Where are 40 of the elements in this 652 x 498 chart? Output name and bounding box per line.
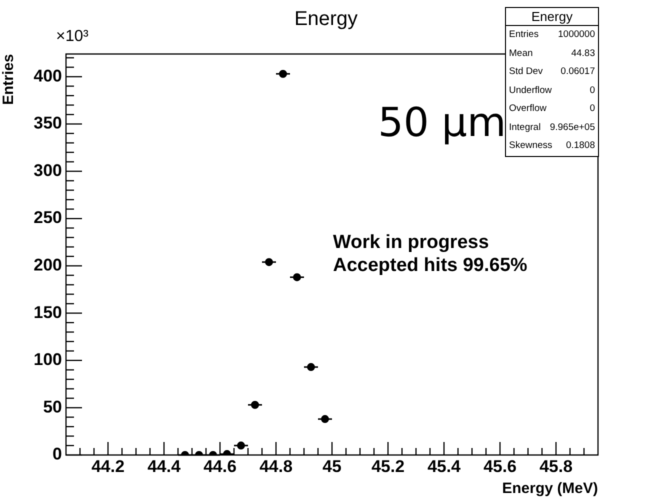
x-tick-label: 45.2 [371, 456, 405, 476]
text: 1000000 [557, 28, 595, 42]
chart-title: Energy [294, 8, 358, 30]
y-tick-label: 150 [34, 302, 62, 322]
x-tick-label: 44.2 [91, 456, 125, 476]
annotation: 9.965e+05 [548, 120, 595, 134]
text: ×10³ [56, 28, 88, 46]
x-tick-label: 44.6 [203, 456, 237, 476]
annotation: Underflow [509, 84, 552, 98]
y-tick-label: 350 [34, 114, 62, 133]
annotation: Skewness [509, 139, 552, 153]
y-tick-label: 300 [34, 160, 62, 180]
annotation: Overflow [509, 102, 546, 116]
annotation: 0.06017 [560, 65, 595, 79]
x-tick-label: 44.8 [259, 456, 293, 476]
y-tick-label: 0 [52, 444, 62, 464]
annotation: Std Dev [509, 65, 543, 79]
y-axis-title: Entries [0, 54, 18, 105]
annotation: 50 µm [378, 100, 506, 146]
text: Energy [506, 8, 598, 26]
annotation: 0.1808 [564, 139, 595, 153]
y-tick-label: 400 [34, 66, 62, 86]
annotation: Work in progress [333, 232, 489, 254]
x-tick-label: 45.8 [539, 456, 573, 476]
x-tick-label: 45.6 [483, 456, 517, 476]
x-tick-label: 45.4 [427, 456, 462, 476]
y-tick-label: 200 [34, 256, 62, 275]
y-tick-label: 250 [34, 208, 62, 228]
y-tick-label: 50 [43, 397, 62, 416]
annotation: 0 [588, 102, 595, 116]
text: Entries [509, 28, 539, 42]
annotation: Integral [509, 120, 541, 134]
annotation: 44.83 [570, 46, 595, 60]
annotation: 0 [588, 84, 595, 98]
annotation: Mean [509, 46, 533, 60]
y-tick-label: 100 [34, 350, 62, 370]
x-axis-title: Energy (MeV) [502, 480, 598, 498]
x-tick-label: 44.4 [147, 456, 182, 476]
x-tick-label: 45 [322, 456, 342, 476]
annotation: Accepted hits 99.65% [333, 255, 528, 277]
